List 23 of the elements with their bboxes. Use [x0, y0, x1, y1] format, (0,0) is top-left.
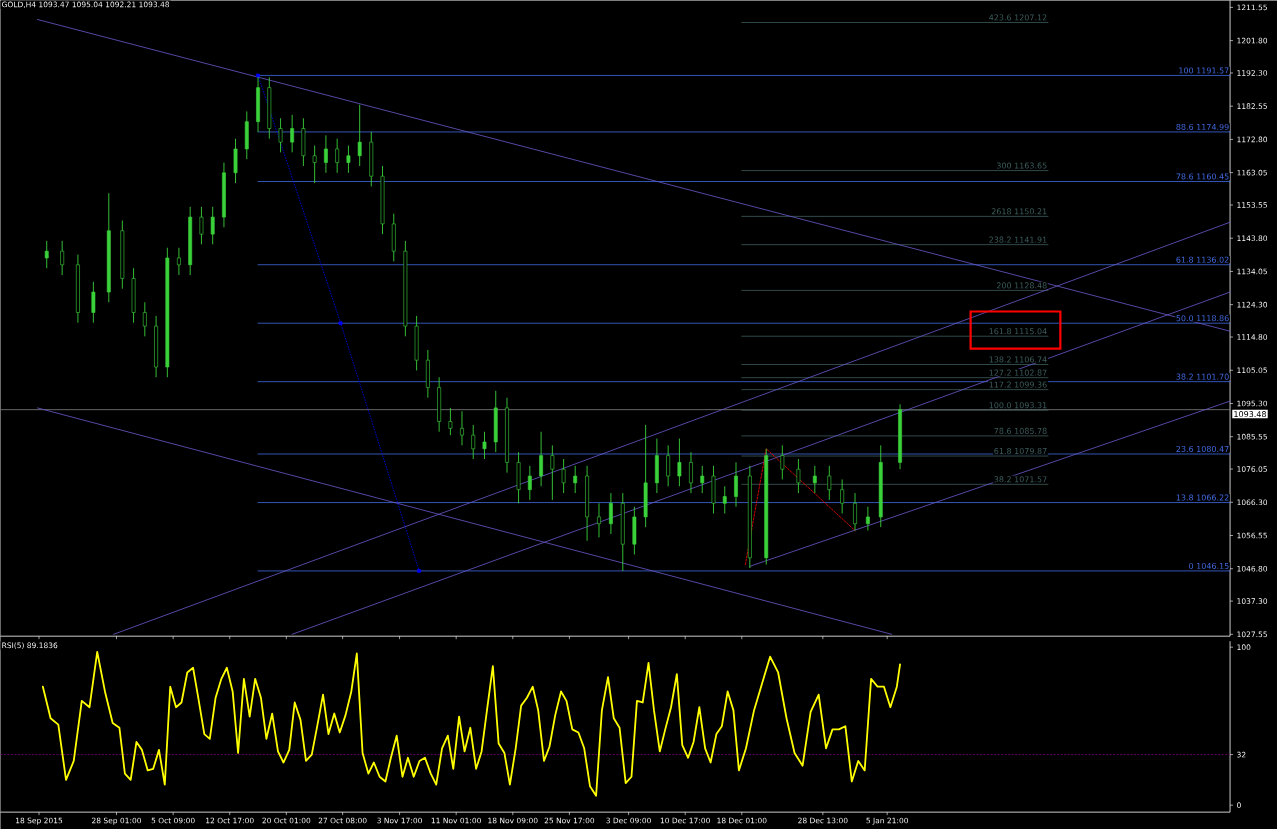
series-label: 238.2 1141.91 — [989, 236, 1047, 243]
series-label: 100 1191.57 — [1179, 67, 1229, 74]
series-label: 2618 1150.21 — [991, 208, 1047, 215]
series-label: 13.8 1066.22 — [1176, 494, 1229, 501]
series-label: 38.2 1071.57 — [994, 476, 1047, 483]
series-label: 88.6 1174.99 — [1176, 123, 1229, 130]
series-label: 138.2 1106.74 — [989, 356, 1047, 363]
series-label: 127.2 1102.87 — [989, 369, 1047, 376]
series-label: 300 1163.65 — [996, 162, 1047, 169]
series-label: 61.8 1079.87 — [994, 447, 1047, 454]
series-label: 78.6 1160.45 — [1176, 173, 1229, 180]
series-label: 161.8 1115.04 — [989, 328, 1047, 335]
series-label: 78.6 1085.78 — [994, 427, 1047, 434]
series-label: 0 1046.15 — [1189, 562, 1229, 569]
series-label: 117.2 1099.36 — [989, 381, 1047, 388]
ref-line-label: 1093.48 — [1234, 411, 1266, 418]
series-label: 100.0 1093.31 — [989, 402, 1047, 409]
series-label: 38.2 1101.70 — [1176, 373, 1229, 380]
series-label: 23.6 1080.47 — [1176, 445, 1229, 452]
series-label: 423.6 1207.12 — [989, 14, 1047, 21]
series-label: 200 1128.48 — [996, 282, 1047, 289]
series-label: 50.0 1118.86 — [1176, 315, 1229, 322]
series-label: 61.8 1136.02 — [1176, 256, 1229, 263]
